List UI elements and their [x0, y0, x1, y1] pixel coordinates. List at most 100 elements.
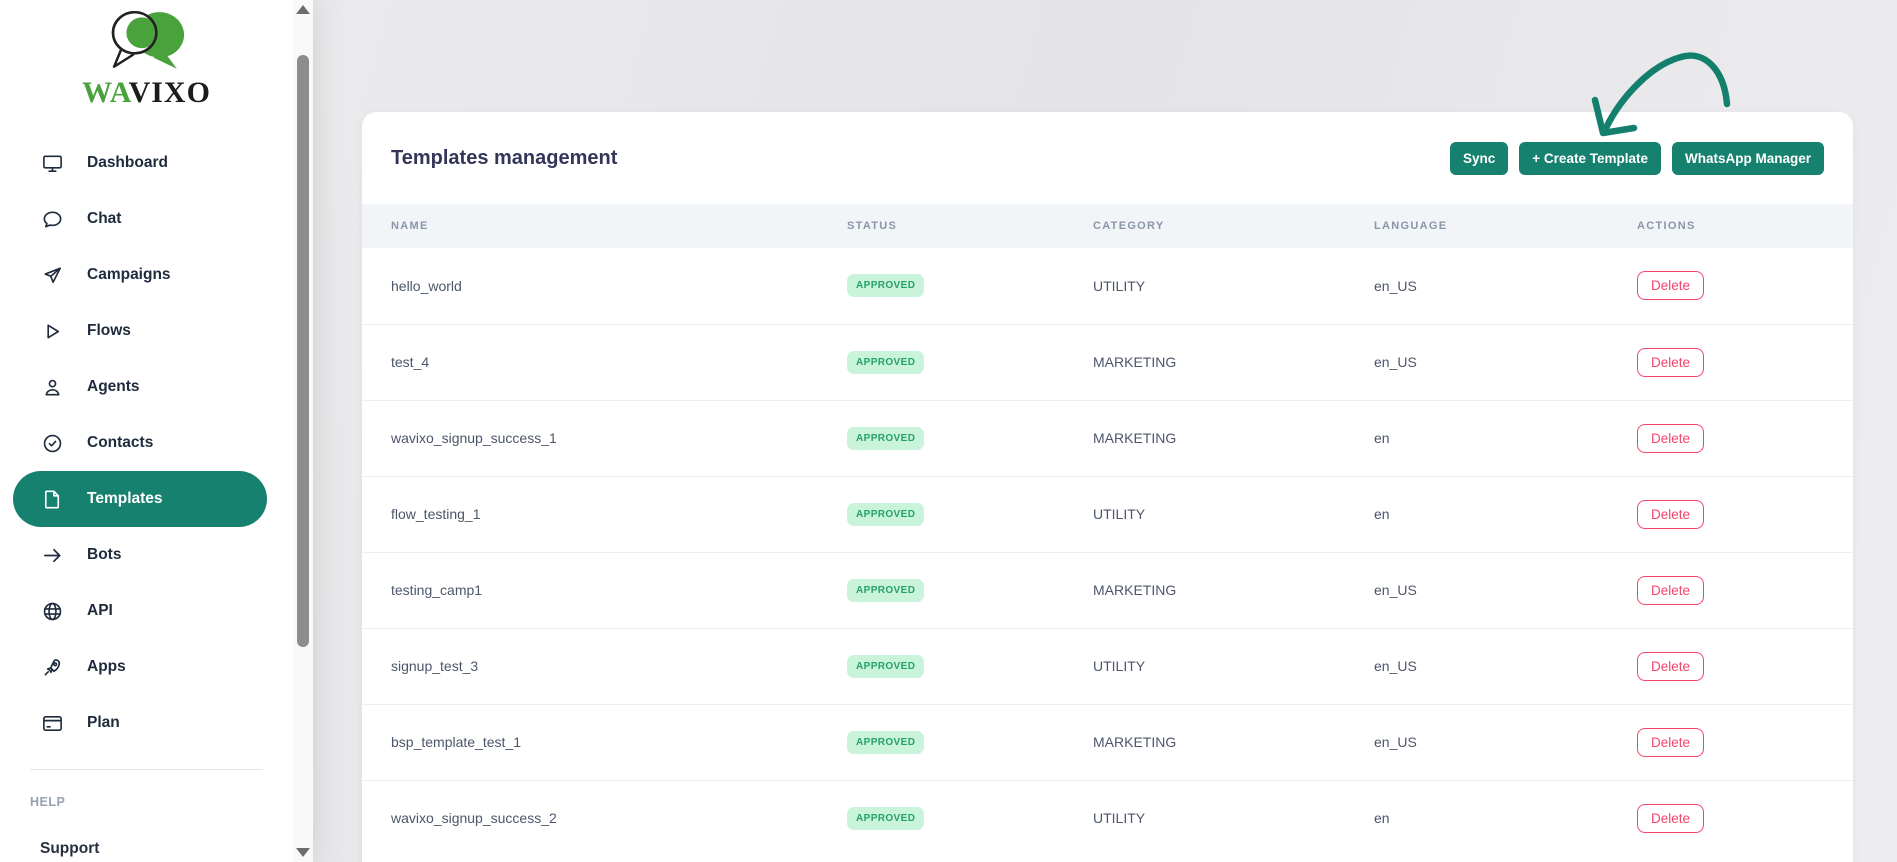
- chat-bubble-icon: [40, 207, 64, 231]
- status-badge: APPROVED: [847, 502, 925, 526]
- category-cell: UTILITY: [1093, 475, 1374, 552]
- sidebar-item-contacts[interactable]: Contacts: [0, 415, 293, 471]
- table-row: bsp_template_test_1 APPROVED MARKETING e…: [362, 703, 1853, 780]
- delete-button[interactable]: Delete: [1637, 803, 1705, 833]
- table-row: test_4 APPROVED MARKETING en_US Delete: [362, 323, 1853, 400]
- table-row: flow_testing_1 APPROVED UTILITY en Delet…: [362, 475, 1853, 552]
- brand-wordmark-prefix: WA: [82, 76, 129, 109]
- sidebar-item-label: Apps: [87, 658, 126, 675]
- template-name-cell: testing_camp1: [362, 551, 847, 628]
- sidebar-divider: [30, 769, 263, 770]
- brand-wordmark: WAVIXO: [0, 78, 293, 108]
- column-header-name: NAME: [362, 204, 847, 248]
- delete-button[interactable]: Delete: [1637, 499, 1705, 529]
- template-name-cell: flow_testing_1: [362, 475, 847, 552]
- status-badge: APPROVED: [847, 654, 925, 678]
- sidebar-item-label: Agents: [87, 378, 140, 395]
- sidebar: WAVIXO Dashboard Chat Campaigns Flows Ag…: [0, 0, 293, 862]
- sidebar-item-chat[interactable]: Chat: [0, 191, 293, 247]
- templates-card: Templates management Sync + Create Templ…: [362, 112, 1853, 862]
- status-badge: APPROVED: [847, 730, 925, 754]
- delete-button[interactable]: Delete: [1637, 423, 1705, 453]
- sidebar-item-dashboard[interactable]: Dashboard: [0, 135, 293, 191]
- logo: WAVIXO: [0, 6, 293, 108]
- delete-button[interactable]: Delete: [1637, 651, 1705, 681]
- scroll-up-arrow-icon[interactable]: [296, 5, 310, 14]
- column-header-status: STATUS: [847, 204, 1093, 248]
- sidebar-item-flows[interactable]: Flows: [0, 303, 293, 359]
- delete-button[interactable]: Delete: [1637, 575, 1705, 605]
- monitor-icon: [40, 151, 64, 175]
- delete-button[interactable]: Delete: [1637, 347, 1705, 377]
- templates-table: NAME STATUS CATEGORY LANGUAGE ACTIONS hello_…: [362, 204, 1853, 856]
- column-header-category: CATEGORY: [1093, 204, 1374, 248]
- column-header-language: LANGUAGE: [1374, 204, 1637, 248]
- page-title: Templates management: [391, 146, 618, 169]
- table-header: NAME STATUS CATEGORY LANGUAGE ACTIONS: [362, 204, 1853, 248]
- language-cell: en: [1374, 399, 1637, 476]
- language-cell: en_US: [1374, 627, 1637, 704]
- template-name-cell: bsp_template_test_1: [362, 703, 847, 780]
- language-cell: en_US: [1374, 551, 1637, 628]
- sidebar-item-label: Flows: [87, 322, 131, 339]
- rocket-icon: [40, 655, 64, 679]
- person-icon: [40, 375, 64, 399]
- category-cell: MARKETING: [1093, 551, 1374, 628]
- category-cell: MARKETING: [1093, 399, 1374, 476]
- category-cell: MARKETING: [1093, 323, 1374, 400]
- credit-card-icon: [40, 711, 64, 735]
- language-cell: en: [1374, 779, 1637, 856]
- brand-wordmark-suffix: VIXO: [128, 76, 211, 109]
- whatsapp-manager-button[interactable]: WhatsApp Manager: [1671, 141, 1824, 175]
- table-row: testing_camp1 APPROVED MARKETING en_US D…: [362, 551, 1853, 628]
- sidebar-item-label: Chat: [87, 210, 122, 227]
- category-cell: UTILITY: [1093, 277, 1146, 294]
- sidebar-item-plan[interactable]: Plan: [0, 695, 293, 751]
- file-icon: [40, 487, 64, 511]
- scroll-down-arrow-icon[interactable]: [296, 848, 310, 857]
- sidebar-item-support[interactable]: Support: [40, 840, 100, 857]
- status-badge: APPROVED: [847, 806, 925, 830]
- delete-button[interactable]: Delete: [1637, 271, 1705, 301]
- sidebar-item-label: Plan: [87, 714, 120, 731]
- sidebar-item-bots[interactable]: Bots: [0, 527, 293, 583]
- sidebar-nav: Dashboard Chat Campaigns Flows Agents Co…: [0, 135, 293, 751]
- status-badge: APPROVED: [847, 426, 925, 450]
- create-template-button[interactable]: + Create Template: [1519, 141, 1661, 175]
- sidebar-item-label: Bots: [87, 546, 122, 563]
- status-badge: APPROVED: [847, 274, 925, 298]
- table-row: hello_world APPROVED UTILITY en_US Delet…: [362, 248, 1853, 324]
- language-cell: en_US: [1374, 703, 1637, 780]
- category-cell: UTILITY: [1093, 627, 1374, 704]
- language-cell: en_US: [1374, 323, 1637, 400]
- play-icon: [40, 319, 64, 343]
- template-name-cell: wavixo_signup_success_2: [362, 779, 847, 856]
- logo-chat-bubbles-icon: [111, 10, 184, 69]
- language-cell: en: [1374, 475, 1637, 552]
- help-section-heading: HELP: [30, 795, 66, 809]
- badge-check-icon: [40, 431, 64, 455]
- sidebar-item-label: Templates: [87, 490, 163, 507]
- sidebar-item-label: Campaigns: [87, 266, 171, 283]
- delete-button[interactable]: Delete: [1637, 727, 1705, 757]
- globe-icon: [40, 599, 64, 623]
- table-row: signup_test_3 APPROVED UTILITY en_US Del…: [362, 627, 1853, 704]
- category-cell: UTILITY: [1093, 779, 1374, 856]
- sidebar-item-apps[interactable]: Apps: [0, 639, 293, 695]
- sidebar-item-templates[interactable]: Templates: [13, 471, 267, 527]
- sidebar-item-label: Dashboard: [87, 154, 168, 171]
- status-badge: APPROVED: [847, 578, 925, 602]
- template-name-cell: wavixo_signup_success_1: [362, 399, 847, 476]
- template-name-cell: hello_world: [391, 277, 462, 294]
- scrollbar-thumb[interactable]: [297, 55, 309, 647]
- sync-button[interactable]: Sync: [1450, 141, 1509, 175]
- sidebar-scrollbar[interactable]: [293, 0, 313, 862]
- card-header: Templates management Sync + Create Templ…: [362, 112, 1853, 204]
- template-name-cell: test_4: [362, 323, 847, 400]
- sidebar-item-agents[interactable]: Agents: [0, 359, 293, 415]
- sidebar-item-api[interactable]: API: [0, 583, 293, 639]
- sidebar-item-label: Contacts: [87, 434, 154, 451]
- sidebar-item-campaigns[interactable]: Campaigns: [0, 247, 293, 303]
- table-row: wavixo_signup_success_1 APPROVED MARKETI…: [362, 399, 1853, 476]
